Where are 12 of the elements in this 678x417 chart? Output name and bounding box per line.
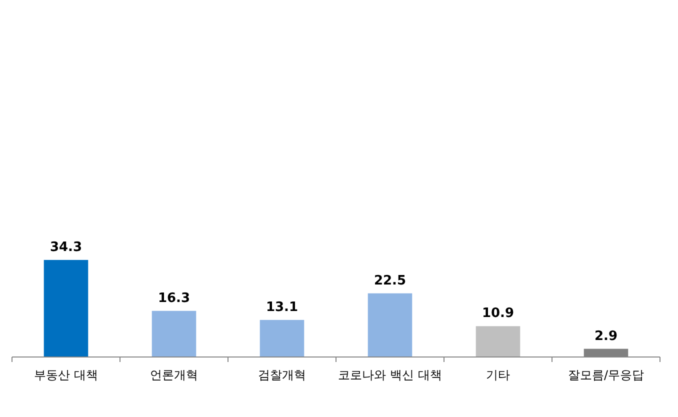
data-label: 2.9 [594,328,618,344]
data-label: 10.9 [482,306,514,322]
x-tick-label: 언론개혁 [150,368,198,382]
data-label: 16.3 [158,290,190,306]
x-tick-label: 기타 [486,368,510,382]
x-tick-label: 코로나와 백신 대책 [338,368,442,382]
x-tick-label: 잘모름/무응답 [568,368,644,382]
data-label: 34.3 [50,240,82,255]
data-label: 13.1 [266,300,298,315]
x-tick-label: 검찰개혁 [258,368,306,382]
data-label: 22.5 [374,273,406,288]
x-tick-label: 부동산 대책 [34,368,98,382]
